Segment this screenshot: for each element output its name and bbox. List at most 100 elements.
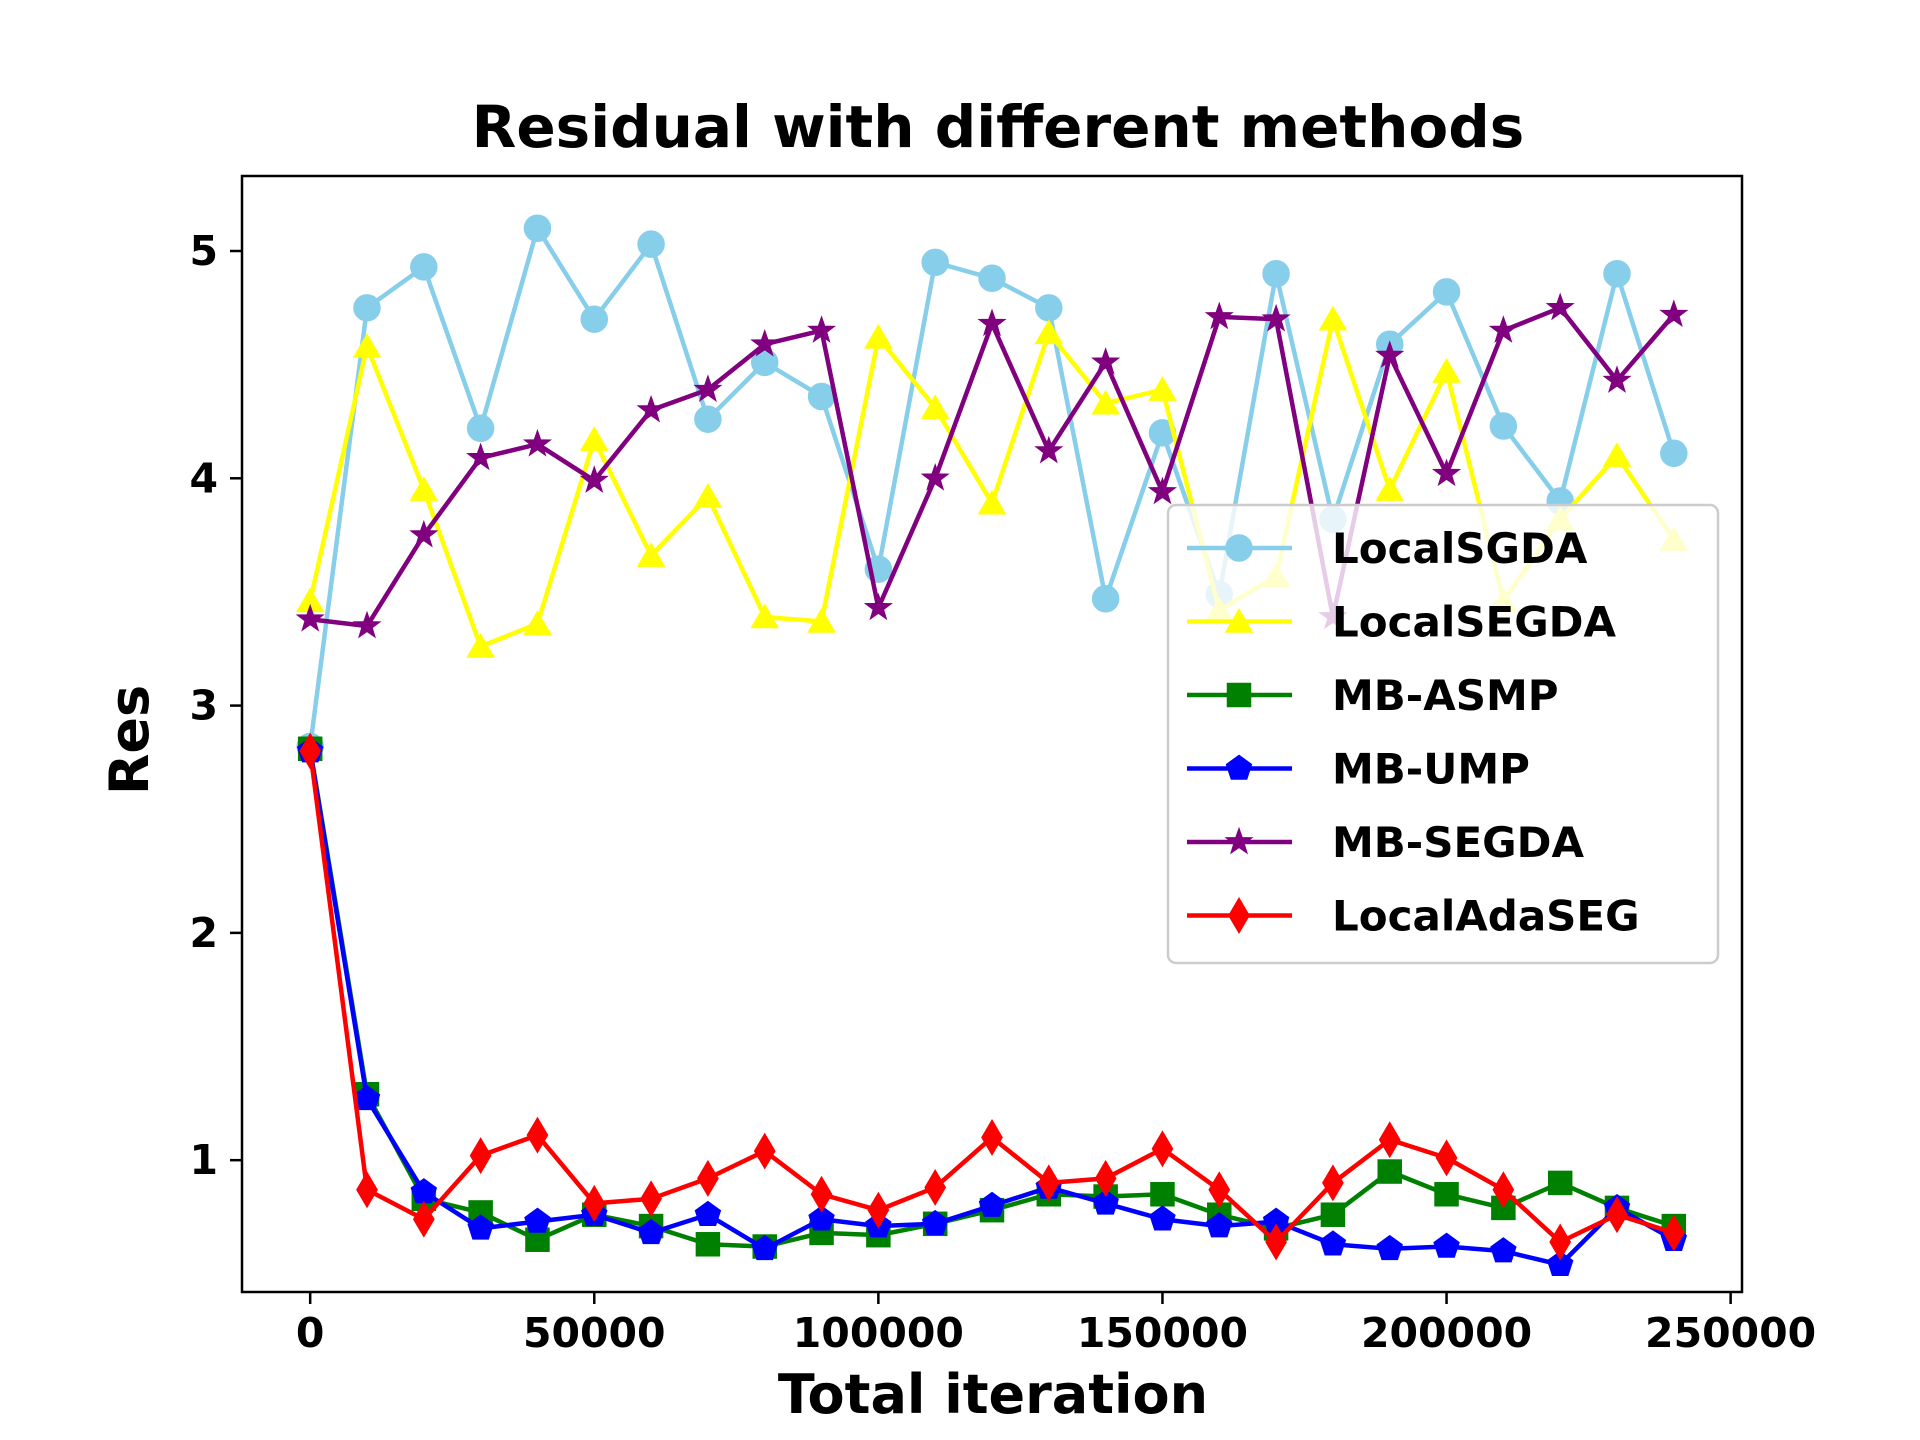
y-tick-label: 2 — [189, 909, 218, 957]
y-tick-label: 1 — [189, 1136, 218, 1184]
data-point-localsgda — [1603, 259, 1631, 288]
data-point-mb-segda — [409, 519, 439, 548]
data-point-localadaseg — [753, 1132, 776, 1170]
legend-marker-mb-ump — [1225, 754, 1253, 780]
data-point-mb-segda — [863, 592, 893, 621]
data-point-localadaseg — [1435, 1139, 1458, 1177]
data-point-mb-segda — [693, 374, 723, 403]
data-point-mb-ump — [1376, 1234, 1403, 1261]
data-point-localadaseg — [1151, 1130, 1174, 1168]
legend: LocalSGDA LocalSEGDA MB-ASMP MB-UMP MB-SEGDA… — [1166, 503, 1720, 965]
data-point-localadaseg — [867, 1191, 890, 1229]
data-point-mb-segda — [1602, 365, 1632, 393]
legend-item-mb-segda: MB-SEGDA — [1187, 818, 1585, 867]
data-point-localsegda — [466, 632, 495, 658]
data-point-mb-ump — [694, 1200, 722, 1226]
data-point-localsegda — [1432, 357, 1461, 383]
data-point-mb-segda — [1261, 303, 1291, 332]
data-point-mb-asmp — [695, 1232, 721, 1257]
data-point-localsegda — [864, 323, 893, 349]
legend-item-localadaseg: LocalAdaSEG — [1187, 892, 1640, 941]
data-point-mb-segda — [1659, 299, 1689, 328]
data-point-mb-segda — [466, 442, 496, 471]
data-point-mb-ump — [1149, 1205, 1176, 1231]
data-point-localsgda — [410, 253, 438, 281]
data-point-localsegda — [1318, 305, 1348, 331]
data-point-localsegda — [920, 394, 950, 420]
data-point-localadaseg — [640, 1180, 662, 1218]
data-point-localsegda — [1148, 376, 1177, 401]
data-point-mb-ump — [637, 1218, 665, 1245]
data-point-localadaseg — [526, 1116, 549, 1154]
data-point-mb-asmp — [1547, 1170, 1573, 1196]
data-point-mb-ump — [808, 1205, 835, 1231]
y-tick-label: 5 — [189, 227, 218, 275]
x-tick-label: 50000 — [523, 1309, 666, 1357]
data-point-localsgda — [637, 230, 665, 258]
data-point-mb-asmp — [1320, 1202, 1346, 1227]
data-point-localsegda — [579, 426, 609, 451]
data-point-localsegda — [977, 489, 1007, 515]
data-point-localsegda — [636, 542, 666, 567]
data-point-mb-segda — [1545, 292, 1575, 321]
data-point-localadaseg — [1265, 1223, 1287, 1261]
data-point-localsgda — [466, 414, 495, 443]
data-point-localadaseg — [469, 1137, 492, 1175]
data-point-localsegda — [693, 482, 723, 508]
data-point-mb-segda — [522, 428, 552, 457]
x-axis-label: Total iteration — [778, 1363, 1208, 1426]
data-point-localsegda — [1091, 389, 1120, 415]
legend-item-localsegda: LocalSEGDA — [1187, 598, 1617, 647]
data-point-mb-ump — [921, 1209, 949, 1236]
axes: 0 50000 100000 150000 200000 250000 1 2 3 4 5 — [189, 174, 1816, 1357]
y-tick-label: 4 — [189, 454, 218, 502]
series-localadaseg — [299, 732, 1685, 1261]
x-tick-label: 0 — [296, 1309, 325, 1357]
legend-label-localadaseg: LocalAdaSEG — [1332, 892, 1640, 941]
data-point-mb-asmp — [1150, 1182, 1175, 1207]
legend-item-mb-asmp: MB-ASMP — [1187, 671, 1559, 720]
data-point-localsgda — [353, 294, 381, 322]
x-tick-label: 250000 — [1645, 1309, 1816, 1357]
legend-label-mb-ump: MB-UMP — [1332, 745, 1530, 794]
data-point-localsegda — [523, 610, 552, 636]
data-point-localsgda — [921, 248, 949, 277]
legend-marker-localsgda — [1225, 534, 1253, 562]
data-point-mb-segda — [1034, 435, 1064, 464]
legend-marker-localadaseg — [1228, 897, 1250, 934]
data-point-localadaseg — [1662, 1214, 1685, 1252]
data-point-mb-ump — [1092, 1189, 1119, 1215]
data-point-localsegda — [1034, 319, 1064, 345]
data-point-localsegda — [1602, 442, 1632, 467]
data-point-mb-segda — [1147, 476, 1177, 505]
data-point-localadaseg — [1208, 1171, 1231, 1209]
data-point-localadaseg — [810, 1175, 833, 1213]
data-point-localadaseg — [583, 1184, 606, 1222]
legend-label-localsgda: LocalSGDA — [1332, 524, 1588, 573]
data-point-localsgda — [580, 305, 609, 333]
x-tick-label: 200000 — [1361, 1309, 1532, 1357]
chart-title: Residual with different methods — [472, 93, 1525, 161]
data-point-mb-ump — [524, 1207, 551, 1233]
legend-marker-mb-segda — [1224, 826, 1254, 855]
data-point-mb-segda — [636, 394, 666, 423]
data-point-localadaseg — [981, 1118, 1003, 1156]
data-point-localsegda — [750, 603, 780, 629]
data-point-localsegda — [1375, 476, 1405, 501]
data-point-mb-segda — [1432, 458, 1462, 487]
data-point-localadaseg — [1606, 1196, 1628, 1234]
data-point-mb-segda — [1091, 347, 1121, 375]
data-point-localadaseg — [1549, 1223, 1572, 1261]
data-point-localadaseg — [299, 732, 322, 770]
data-point-mb-ump — [1319, 1230, 1347, 1256]
data-point-localadaseg — [1037, 1164, 1060, 1202]
data-point-localadaseg — [356, 1171, 378, 1209]
x-tick-label: 100000 — [793, 1309, 964, 1357]
data-point-mb-asmp — [1377, 1159, 1402, 1184]
data-point-mb-segda — [1488, 315, 1518, 343]
data-point-localsgda — [1091, 585, 1120, 613]
y-tick-label: 3 — [189, 682, 218, 730]
data-point-localadaseg — [1322, 1164, 1344, 1202]
data-point-localsegda — [409, 476, 439, 501]
legend-label-mb-asmp: MB-ASMP — [1332, 671, 1559, 720]
